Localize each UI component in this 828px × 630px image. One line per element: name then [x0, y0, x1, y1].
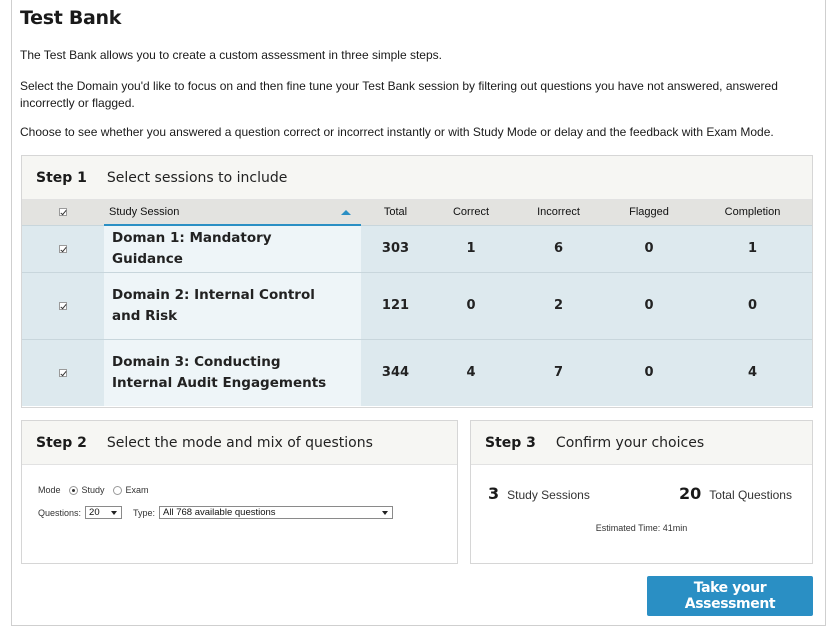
session-name: Doman 1: Mandatory Guidance [104, 224, 361, 272]
questions-summary: 20 Total Questions [679, 484, 792, 503]
column-header-total[interactable]: Total [361, 200, 430, 225]
incorrect-cell: 2 [512, 271, 605, 339]
questions-count-value: 20 [89, 507, 100, 518]
column-header-study-session[interactable]: Study Session [104, 200, 361, 225]
column-header-incorrect[interactable]: Incorrect [512, 200, 605, 225]
column-header-correct[interactable]: Correct [430, 200, 512, 225]
table-row[interactable]: Domain 3: Conducting Internal Audit Enga… [22, 338, 812, 406]
total-cell: 344 [361, 338, 430, 406]
questions-label: Total Questions [709, 488, 792, 502]
row-checkbox[interactable] [59, 244, 67, 253]
step3-number: Step 3 [485, 434, 536, 451]
intro-paragraph-2: Select the Domain you'd like to focus on… [20, 79, 778, 110]
correct-cell: 1 [430, 224, 512, 272]
step1-description: Select sessions to include [106, 169, 288, 186]
sessions-summary: 3 Study Sessions [488, 484, 590, 503]
intro-paragraph-3: Choose to see whether you answered a que… [20, 125, 774, 139]
sessions-count: 3 [488, 484, 500, 503]
incorrect-cell: 6 [512, 224, 605, 272]
questions-label: Questions: [38, 507, 82, 518]
flagged-cell: 0 [605, 224, 693, 272]
select-all-header[interactable] [22, 200, 104, 225]
step2-header: Step 2 Select the mode and mix of questi… [22, 421, 457, 465]
step2-panel: Step 2 Select the mode and mix of questi… [21, 420, 458, 564]
step2-description: Select the mode and mix of questions [106, 434, 373, 451]
intro-paragraph-1: The Test Bank allows you to create a cus… [20, 48, 442, 62]
table-header-row: Study Session Total Correct Incorrect Fl… [22, 200, 812, 225]
step3-panel: Step 3 Confirm your choices 3 Study Sess… [470, 420, 813, 564]
total-cell: 303 [361, 224, 430, 272]
question-type-value: All 768 available questions [163, 507, 276, 518]
sort-ascending-icon [341, 210, 351, 215]
completion-cell: 0 [693, 271, 812, 339]
session-name: Domain 2: Internal Control and Risk [104, 271, 361, 339]
correct-cell: 4 [430, 338, 512, 406]
completion-cell: 1 [693, 224, 812, 272]
sessions-label: Study Sessions [507, 488, 590, 502]
column-header-completion[interactable]: Completion [693, 200, 812, 225]
step1-header: Step 1 Select sessions to include [22, 156, 812, 200]
mode-label: Mode [38, 485, 61, 495]
flagged-cell: 0 [605, 271, 693, 339]
page-title: Test Bank [20, 7, 122, 29]
mode-selector: Mode Study Exam [38, 485, 149, 495]
chevron-down-icon [382, 511, 389, 515]
column-label: Study Session [109, 206, 180, 218]
completion-cell: 4 [693, 338, 812, 406]
sessions-table: Study Session Total Correct Incorrect Fl… [22, 200, 812, 406]
step2-number: Step 2 [36, 434, 87, 451]
flagged-cell: 0 [605, 338, 693, 406]
step3-header: Step 3 Confirm your choices [471, 421, 812, 465]
questions-count-select[interactable]: 20 [85, 506, 123, 519]
question-type-select[interactable]: All 768 available questions [159, 506, 394, 519]
table-row[interactable]: Domain 2: Internal Control and Risk 121 … [22, 271, 812, 339]
step3-description: Confirm your choices [555, 434, 705, 451]
total-cell: 121 [361, 271, 430, 339]
select-all-checkbox[interactable] [59, 208, 67, 217]
questions-count: 20 [679, 484, 702, 503]
type-label: Type: [133, 507, 156, 518]
mode-study-label[interactable]: Study [81, 485, 105, 495]
correct-cell: 0 [430, 271, 512, 339]
row-checkbox[interactable] [59, 301, 67, 310]
estimated-time: Estimated Time: 41min [595, 523, 688, 533]
incorrect-cell: 7 [512, 338, 605, 406]
row-select-cell[interactable] [22, 271, 104, 339]
row-checkbox[interactable] [59, 368, 67, 377]
column-header-flagged[interactable]: Flagged [605, 200, 693, 225]
take-assessment-button[interactable]: Take your Assessment [647, 576, 813, 616]
step1-number: Step 1 [36, 169, 87, 186]
question-options: Questions: 20 Type: All 768 available qu… [38, 506, 394, 519]
mode-exam-radio[interactable] [112, 485, 122, 495]
step1-panel: Step 1 Select sessions to include Study … [21, 155, 813, 408]
row-select-cell[interactable] [22, 224, 104, 272]
table-row[interactable]: Doman 1: Mandatory Guidance 303 1 6 0 1 [22, 224, 812, 272]
mode-study-radio[interactable] [68, 485, 78, 495]
mode-exam-label[interactable]: Exam [125, 485, 149, 495]
session-name: Domain 3: Conducting Internal Audit Enga… [104, 338, 361, 406]
chevron-down-icon [111, 511, 118, 515]
row-select-cell[interactable] [22, 338, 104, 406]
